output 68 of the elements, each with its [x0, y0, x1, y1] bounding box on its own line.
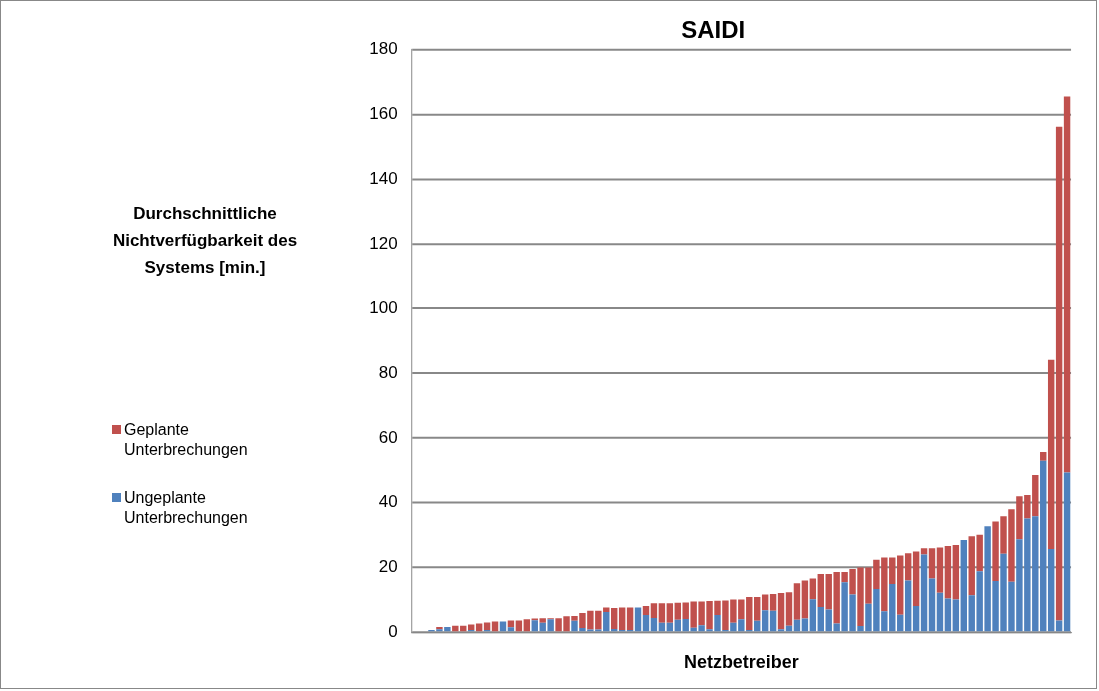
- bar: [475, 623, 483, 632]
- y-tick-label: 120: [369, 233, 398, 253]
- bar: [769, 593, 777, 611]
- bar: [523, 619, 531, 632]
- bar: [920, 554, 928, 632]
- y-tick-label: 80: [378, 362, 398, 382]
- bar: [658, 603, 666, 623]
- legend-label: Ungeplante Unterbrechungen: [124, 488, 249, 528]
- y-tick-label: 100: [369, 298, 398, 318]
- bar: [1055, 126, 1063, 621]
- bar: [642, 605, 650, 616]
- bar: [650, 603, 658, 618]
- bar: [904, 553, 912, 581]
- y-tick-label: 60: [378, 427, 398, 447]
- y-tick-label: 140: [369, 168, 398, 188]
- bar: [1047, 359, 1055, 549]
- bar: [467, 624, 475, 630]
- bar: [1040, 451, 1047, 461]
- bar: [785, 592, 793, 626]
- bar: [928, 578, 936, 632]
- x-axis-title: Netzbetreiber: [683, 652, 799, 673]
- bar: [952, 599, 960, 632]
- legend-label: Geplante Unterbrechungen: [124, 420, 249, 460]
- bar: [483, 622, 491, 630]
- bar: [626, 607, 634, 630]
- bar: [944, 546, 952, 599]
- bar: [809, 578, 817, 600]
- y-tick-label: 40: [378, 492, 398, 512]
- bar: [793, 583, 801, 620]
- bar: [507, 627, 515, 632]
- bar: [499, 621, 507, 632]
- bar: [944, 598, 952, 632]
- bar: [904, 580, 912, 632]
- y-tick-label: 180: [369, 39, 398, 59]
- bar: [777, 593, 785, 630]
- bar: [761, 594, 769, 611]
- bar: [912, 605, 920, 632]
- bar: [912, 551, 920, 606]
- bar: [928, 548, 936, 579]
- bar: [754, 596, 761, 621]
- bar: [817, 573, 824, 607]
- bar: [666, 603, 674, 623]
- y-tick-label: 0: [388, 621, 398, 641]
- y-tick-label: 160: [369, 104, 398, 124]
- bar: [801, 580, 809, 619]
- bar: [754, 620, 761, 632]
- bar: [920, 548, 928, 555]
- bar: [960, 539, 967, 632]
- bar: [809, 599, 817, 632]
- bar: [650, 617, 658, 632]
- bar: [610, 607, 618, 629]
- bar: [1063, 96, 1071, 473]
- bar: [769, 610, 777, 632]
- bar: [761, 610, 769, 632]
- bar: [936, 547, 944, 593]
- y-tick-label: 20: [378, 557, 398, 577]
- bar: [936, 592, 944, 632]
- bar: [1047, 548, 1055, 632]
- bar: [1063, 472, 1071, 632]
- bar: [642, 615, 650, 632]
- bar: [817, 606, 824, 632]
- bar: [634, 607, 642, 632]
- bar: [793, 619, 801, 632]
- bar: [618, 607, 626, 630]
- bar: [952, 545, 960, 600]
- y-axis-title: Durchschnittliche Nichtverfügbarkeit des Systems [min.]: [111, 203, 299, 279]
- bar: [491, 621, 499, 632]
- chart-title: SAIDI: [681, 15, 746, 43]
